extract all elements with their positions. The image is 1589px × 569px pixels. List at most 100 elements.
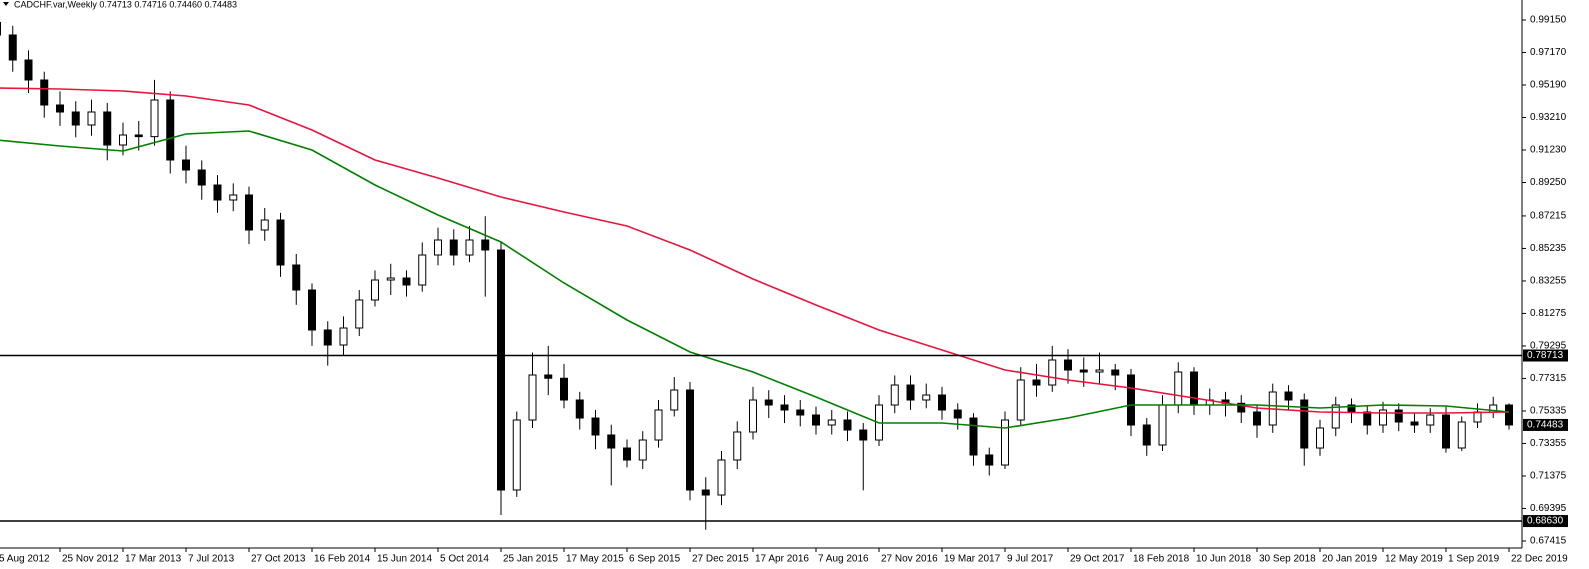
candle-body: [764, 399, 773, 406]
candle-body: [1473, 411, 1482, 423]
candle-body: [969, 417, 978, 456]
menu-arrow[interactable]: [3, 2, 9, 6]
y-tick-label: 0.73355: [1530, 438, 1567, 449]
candle-body: [386, 277, 395, 281]
candle-body: [339, 327, 348, 346]
current-price-box: [1523, 418, 1568, 431]
y-tick-label: 0.85235: [1530, 243, 1567, 254]
x-tick-label: 29 Oct 2017: [1070, 554, 1125, 565]
x-tick-label: 1 Sep 2019: [1448, 554, 1500, 565]
candle-body: [906, 384, 915, 401]
candle-body: [544, 374, 553, 379]
candle-body: [670, 389, 679, 411]
candle-body: [1048, 359, 1057, 386]
candle-body: [953, 409, 962, 419]
candle-body: [1394, 409, 1403, 423]
candle-body: [434, 239, 442, 256]
x-tick-label: 7 Aug 2016: [818, 554, 869, 565]
current-price-label: 0.74483: [1527, 420, 1564, 431]
candle-body: [71, 111, 80, 126]
y-tick-label: 0.97170: [1530, 47, 1567, 58]
candle-body: [119, 134, 127, 146]
x-tick-label: 27 Dec 2015: [692, 554, 749, 565]
x-tick-label: 12 May 2019: [1385, 554, 1443, 565]
candle-body: [213, 184, 222, 201]
x-tick-label: 9 Jul 2017: [1007, 554, 1054, 565]
candle-body: [560, 377, 568, 401]
candle-body: [749, 399, 757, 433]
candle-body: [418, 254, 427, 286]
candle-body: [827, 419, 836, 426]
candle-body: [1284, 391, 1293, 401]
y-tick-label: 0.87215: [1530, 211, 1567, 222]
x-tick-label: 17 May 2015: [566, 554, 624, 565]
horizontal-line-price-label: 0.68630: [1527, 516, 1564, 527]
candle-body: [890, 384, 899, 406]
candle-body: [1174, 371, 1183, 406]
x-tick-label: 16 Feb 2014: [314, 554, 371, 565]
candle-body: [1142, 424, 1151, 446]
candle-body: [591, 417, 600, 436]
candle-body: [56, 104, 64, 113]
x-tick-label: 18 Feb 2018: [1133, 554, 1190, 565]
x-tick-label: 30 Sep 2018: [1259, 554, 1316, 565]
candle-body: [1426, 414, 1435, 426]
candle-body: [1032, 379, 1041, 386]
candle-body: [654, 409, 663, 441]
candle-body: [245, 194, 253, 231]
y-tick-label: 0.95190: [1530, 80, 1567, 91]
candle-body: [197, 169, 206, 186]
candle-body: [512, 419, 521, 491]
candle-body: [1001, 419, 1009, 466]
y-tick-label: 0.93210: [1530, 112, 1567, 123]
candle-body: [717, 459, 726, 496]
candle-body: [1253, 411, 1261, 426]
candle-body: [843, 419, 852, 431]
candle-body: [371, 279, 379, 301]
candle-body: [150, 99, 159, 138]
candle-body: [1300, 399, 1309, 449]
x-tick-label: 5 Aug 2012: [0, 554, 50, 565]
y-tick-label: 0.75335: [1530, 406, 1567, 417]
candle-body: [260, 219, 269, 231]
candle-body: [8, 34, 17, 61]
candle-body: [134, 134, 143, 138]
candle-body: [182, 159, 190, 171]
candle-body: [229, 194, 238, 201]
y-tick-label: 0.67415: [1530, 536, 1567, 547]
candle-body: [87, 111, 96, 126]
candle-body: [528, 374, 537, 421]
candle-body: [323, 329, 332, 346]
candle-body: [1442, 414, 1450, 449]
x-tick-label: 25 Nov 2012: [62, 554, 119, 565]
candle-body: [276, 219, 285, 266]
candle-body: [103, 111, 112, 146]
candle-body: [1158, 404, 1167, 446]
y-tick-label: 0.89250: [1530, 177, 1567, 188]
moving-average: [0, 87, 1510, 414]
x-tick-label: 7 Jul 2013: [188, 554, 235, 565]
x-tick-label: 27 Oct 2013: [251, 554, 306, 565]
y-tick-label: 0.83255: [1530, 276, 1567, 287]
x-tick-label: 17 Mar 2013: [125, 554, 182, 565]
candle-body: [449, 239, 458, 256]
candle-body: [1331, 404, 1340, 429]
y-tick-label: 0.79295: [1530, 341, 1567, 352]
candle-body: [1379, 409, 1387, 426]
x-tick-label: 6 Sep 2015: [629, 554, 681, 565]
y-tick-label: 0.99150: [1530, 15, 1567, 26]
candle-body: [701, 489, 710, 496]
y-tick-label: 0.77315: [1530, 373, 1567, 384]
candle-body: [733, 431, 742, 461]
candle-body: [308, 289, 316, 331]
candle-body: [985, 454, 994, 466]
candle-body: [859, 429, 868, 441]
horizontal-line-price-box: [1523, 349, 1568, 362]
candle-body: [1457, 421, 1466, 449]
x-tick-label: 5 Oct 2014: [440, 554, 489, 565]
candle-body: [780, 404, 789, 411]
candle-body: [812, 414, 820, 426]
candle-body: [1505, 404, 1513, 426]
